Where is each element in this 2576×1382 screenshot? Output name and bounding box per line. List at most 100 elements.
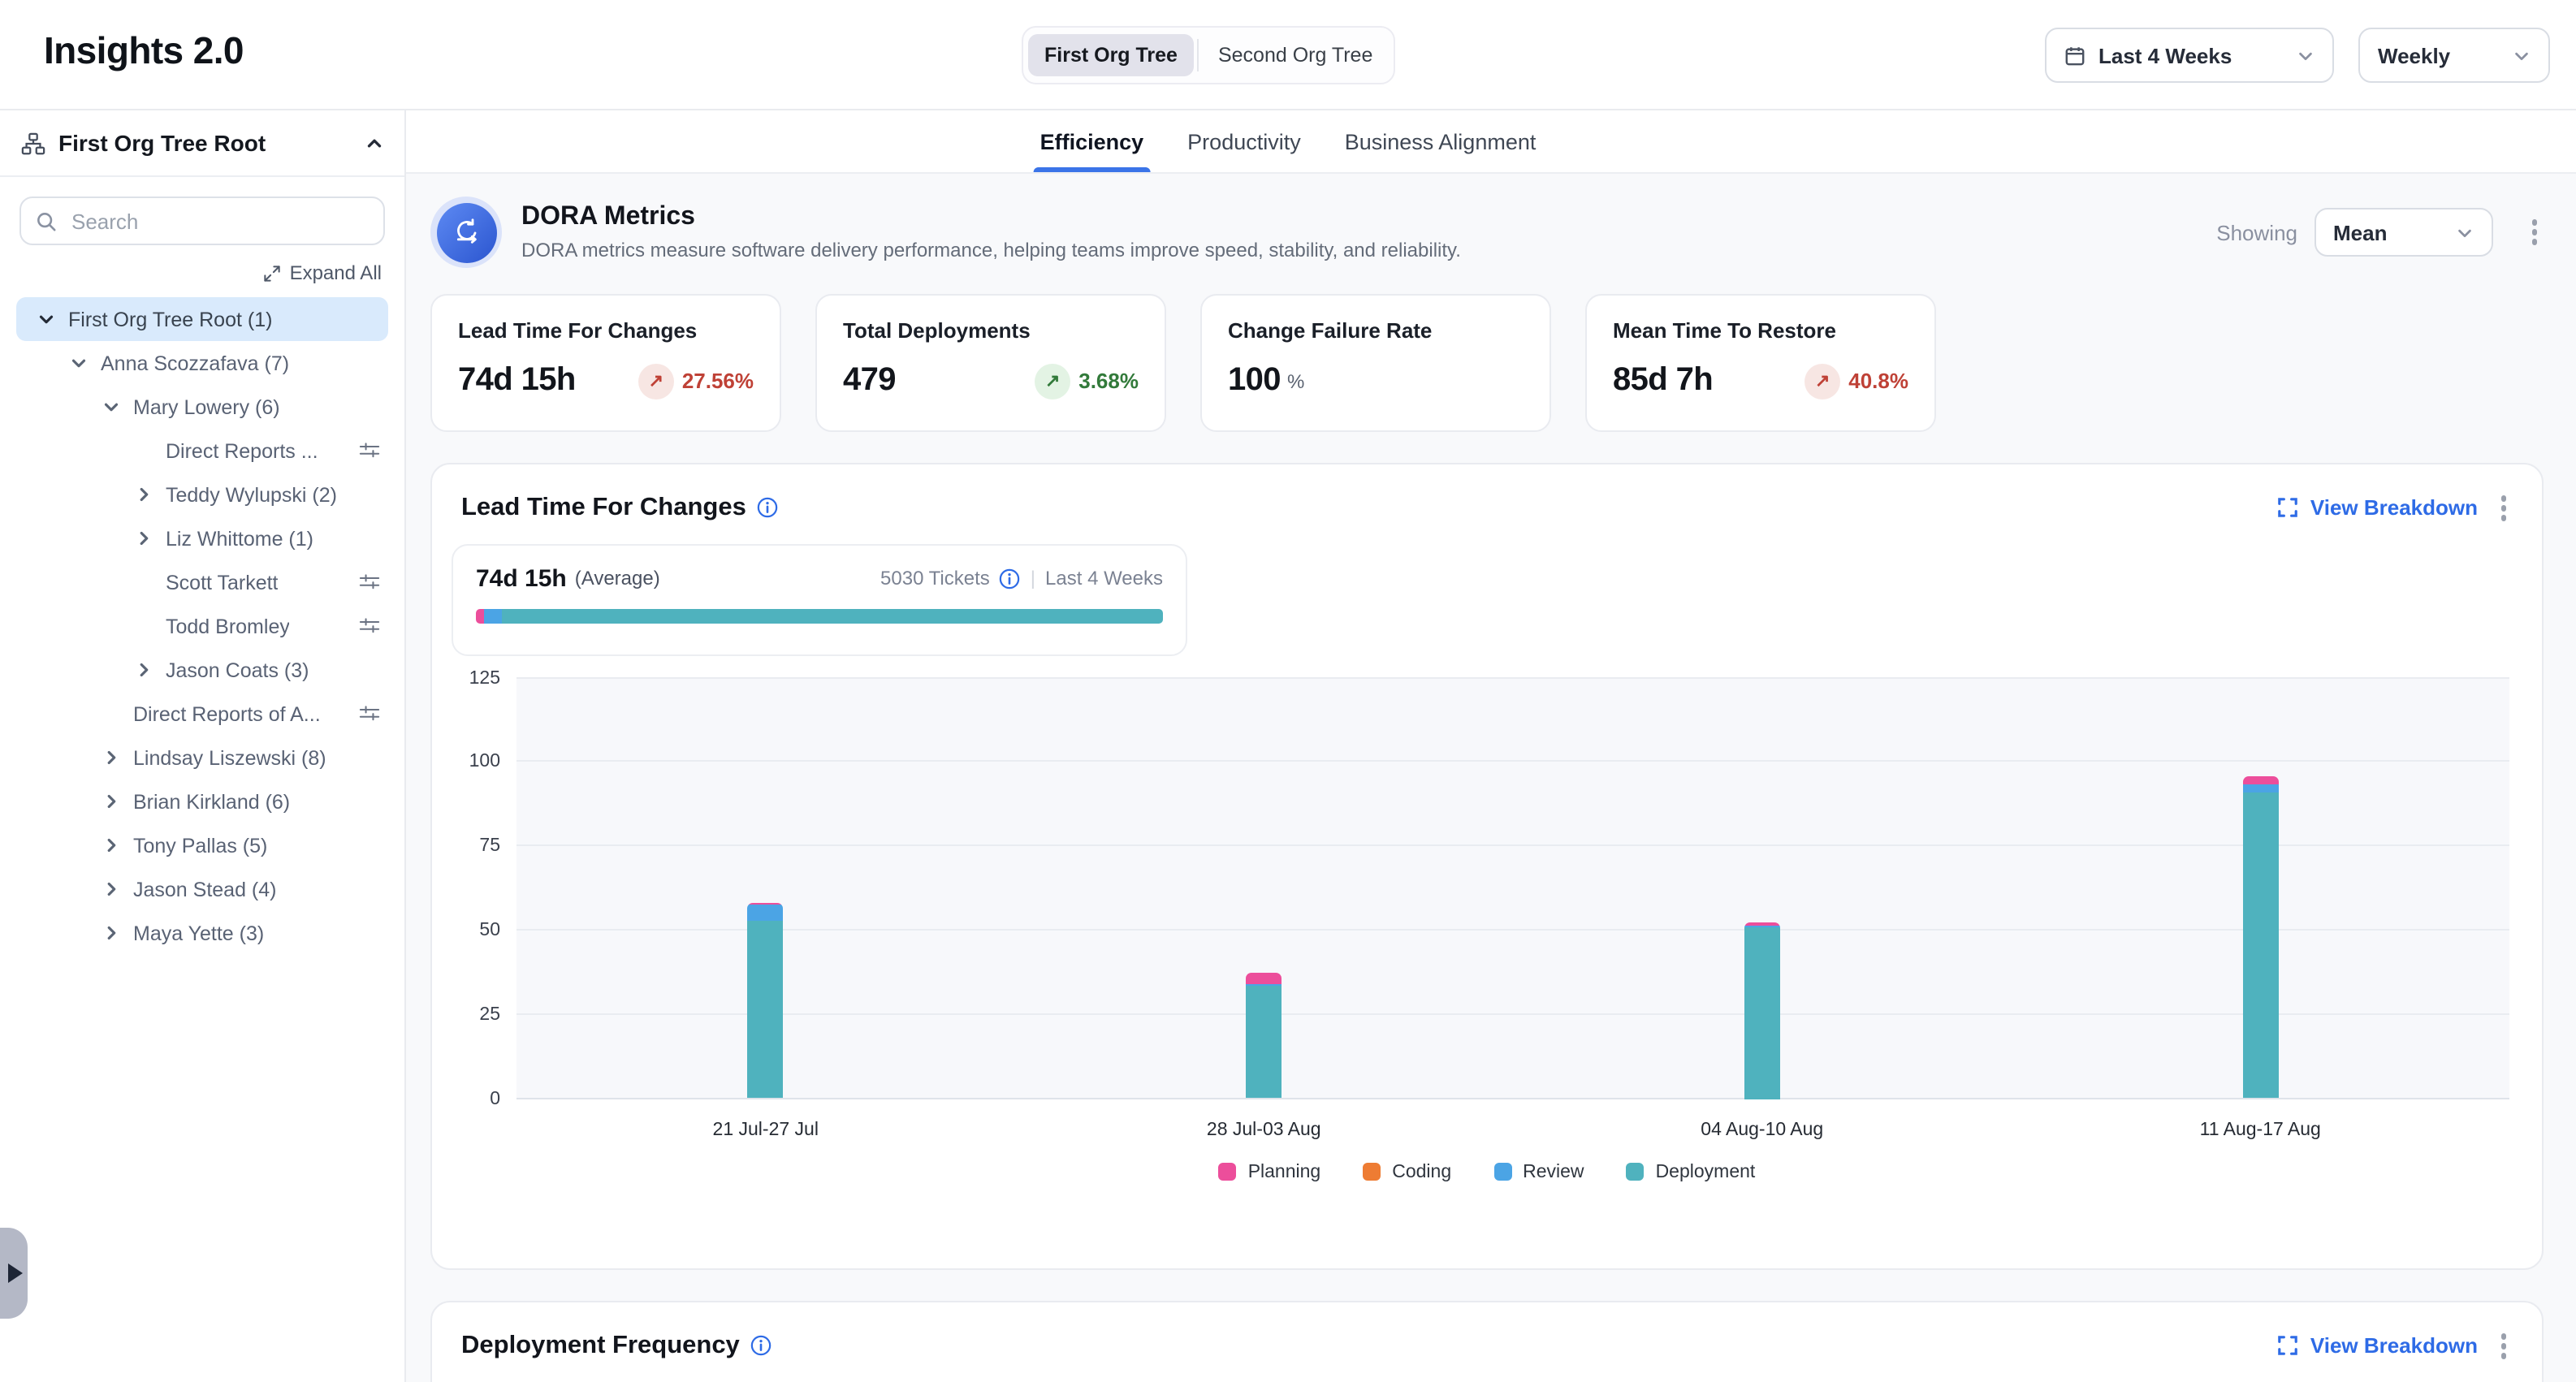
- tree-node[interactable]: Tony Pallas (5): [16, 823, 388, 867]
- org-tree-toggle-1[interactable]: First Org Tree: [1028, 34, 1194, 76]
- filter-sliders-icon[interactable]: [359, 440, 380, 461]
- tree-node[interactable]: Scott Tarkett: [16, 560, 388, 604]
- legend-item-review[interactable]: Review: [1493, 1162, 1584, 1181]
- info-icon[interactable]: [751, 1336, 772, 1357]
- gridline: [516, 929, 2509, 931]
- bar-04-aug-10-aug[interactable]: [1744, 923, 1780, 1099]
- tree-node[interactable]: Liz Whittome (1): [16, 516, 388, 560]
- chevron-right-icon[interactable]: [101, 879, 133, 900]
- view-breakdown-button[interactable]: View Breakdown: [2278, 1334, 2478, 1358]
- metric-value: 85d 7h: [1613, 362, 1713, 399]
- collapse-chevron-up-icon[interactable]: [364, 132, 385, 153]
- legend-swatch: [1219, 1163, 1237, 1181]
- date-range-value: Last 4 Weeks: [2098, 43, 2232, 67]
- metric-card-title: Lead Time For Changes: [458, 318, 754, 343]
- chevron-down-icon[interactable]: [101, 396, 133, 417]
- metric-value-row: 85d 7h ↗40.8%: [1613, 362, 1908, 399]
- bar-21-jul-27-jul[interactable]: [748, 902, 784, 1099]
- org-tree-toggle-2[interactable]: Second Org Tree: [1202, 34, 1389, 76]
- dora-titles: DORA Metrics DORA metrics measure softwa…: [521, 203, 1461, 261]
- chevron-right-icon[interactable]: [133, 528, 166, 549]
- insights-app: Insights 2.0 First Org TreeSecond Org Tr…: [0, 0, 2576, 1382]
- date-range-select[interactable]: Last 4 Weeks: [2045, 28, 2334, 83]
- y-tick-label: 100: [469, 753, 500, 772]
- bar-segment-deployment: [1744, 927, 1780, 1099]
- x-tick-label: 04 Aug-10 Aug: [1513, 1120, 2012, 1139]
- sidebar-search[interactable]: [19, 197, 385, 245]
- tree-node[interactable]: Jason Coats (3): [16, 648, 388, 692]
- phase-segment-planning: [476, 608, 484, 623]
- chevron-right-icon[interactable]: [101, 922, 133, 944]
- aggregation-select[interactable]: Mean: [2314, 208, 2492, 257]
- chart-legend: Planning Coding Review Deployment: [432, 1162, 2542, 1227]
- tree-node[interactable]: Brian Kirkland (6): [16, 780, 388, 823]
- tree-node[interactable]: Lindsay Liszewski (8): [16, 736, 388, 780]
- tree-node[interactable]: Todd Bromley: [16, 604, 388, 648]
- gridline: [516, 844, 2509, 846]
- chevron-right-icon[interactable]: [101, 835, 133, 856]
- search-input[interactable]: [68, 207, 369, 235]
- metric-card-lead-time-for-changes[interactable]: Lead Time For Changes 74d 15h↗27.56%: [430, 294, 781, 432]
- bar-28-jul-03-aug[interactable]: [1246, 974, 1282, 1099]
- chevron-right-icon[interactable]: [133, 484, 166, 505]
- tree-node-label: Todd Bromley: [166, 615, 290, 637]
- tree-node-label: Anna Scozzafava (7): [101, 352, 289, 374]
- summary-line: 74d 15h (Average) 5030 Tickets | Last 4 …: [476, 564, 1163, 592]
- expand-all-icon: [264, 264, 282, 282]
- chevron-right-icon[interactable]: [101, 747, 133, 768]
- legend-label: Planning: [1248, 1162, 1321, 1181]
- legend-item-planning[interactable]: Planning: [1219, 1162, 1321, 1181]
- metric-card-mean-time-to-restore[interactable]: Mean Time To Restore85d 7h↗40.8%: [1585, 294, 1936, 432]
- tree-node[interactable]: Mary Lowery (6): [16, 385, 388, 429]
- legend-swatch: [1363, 1163, 1381, 1181]
- metric-card-title: Total Deployments: [843, 318, 1139, 343]
- legend-item-deployment[interactable]: Deployment: [1627, 1162, 1756, 1181]
- view-breakdown-button[interactable]: View Breakdown: [2278, 496, 2478, 520]
- tree-node[interactable]: Anna Scozzafava (7): [16, 341, 388, 385]
- chevron-down-icon[interactable]: [68, 352, 101, 374]
- deployment-kebab-menu[interactable]: [2494, 1327, 2513, 1365]
- tree-node[interactable]: Maya Yette (3): [16, 911, 388, 955]
- filter-sliders-icon[interactable]: [359, 615, 380, 637]
- info-icon[interactable]: [758, 498, 779, 519]
- metric-delta-badge: ↗3.68%: [1035, 363, 1139, 399]
- dora-kebab-menu[interactable]: [2525, 214, 2544, 252]
- org-tree-list: First Org Tree Root (1) Anna Scozzafava (…: [0, 291, 404, 955]
- gridline: [516, 761, 2509, 762]
- legend-item-coding[interactable]: Coding: [1363, 1162, 1451, 1181]
- gridline: [516, 676, 2509, 678]
- phase-distribution-bar: [476, 608, 1163, 623]
- sidebar-collapse-handle[interactable]: [0, 1228, 28, 1319]
- tab-business-alignment[interactable]: Business Alignment: [1345, 110, 1537, 172]
- tree-node[interactable]: Teddy Wylupski (2): [16, 473, 388, 516]
- trend-up-arrow-icon: ↗: [638, 363, 674, 399]
- dora-iteration-icon: [436, 202, 496, 262]
- legend-label: Coding: [1392, 1162, 1451, 1181]
- tree-node[interactable]: Direct Reports of A...: [16, 692, 388, 736]
- lead-time-kebab-menu[interactable]: [2494, 489, 2513, 527]
- metric-card-change-failure-rate[interactable]: Change Failure Rate100%: [1200, 294, 1551, 432]
- phase-segment-deployment: [501, 608, 1163, 623]
- tree-node[interactable]: Direct Reports ...: [16, 429, 388, 473]
- expand-corners-icon: [2278, 1336, 2299, 1357]
- tree-node[interactable]: Jason Stead (4): [16, 867, 388, 911]
- tree-node-label: First Org Tree Root (1): [68, 308, 272, 330]
- chevron-right-icon[interactable]: [133, 659, 166, 680]
- filter-sliders-icon[interactable]: [359, 572, 380, 593]
- filter-sliders-icon[interactable]: [359, 703, 380, 724]
- metric-delta-badge: ↗40.8%: [1804, 363, 1908, 399]
- tree-node[interactable]: First Org Tree Root (1): [16, 297, 388, 341]
- info-icon[interactable]: [1000, 568, 1021, 589]
- dora-icon-halo: [430, 197, 502, 268]
- tab-efficiency[interactable]: Efficiency: [1040, 110, 1144, 172]
- metric-card-total-deployments[interactable]: Total Deployments479↗3.68%: [815, 294, 1166, 432]
- bar-11-aug-17-aug[interactable]: [2242, 775, 2278, 1099]
- expand-all-button[interactable]: Expand All: [0, 261, 382, 284]
- chevron-down-icon[interactable]: [36, 309, 68, 330]
- tab-productivity[interactable]: Productivity: [1187, 110, 1301, 172]
- chevron-right-icon[interactable]: [101, 791, 133, 812]
- y-tick-label: 50: [479, 921, 500, 940]
- tree-node-label: Direct Reports ...: [166, 439, 318, 462]
- metric-value-row: 74d 15h↗27.56%: [458, 362, 754, 399]
- granularity-select[interactable]: Weekly: [2358, 28, 2550, 83]
